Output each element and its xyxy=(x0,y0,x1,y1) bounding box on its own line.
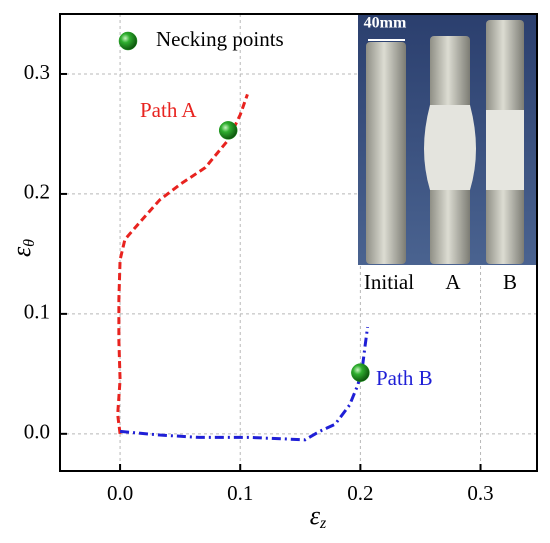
x-label-symbol: ε xyxy=(310,501,321,530)
necking-point xyxy=(351,363,370,382)
y-tick-label: 0.0 xyxy=(24,420,50,444)
specimen xyxy=(366,42,406,264)
necking-point xyxy=(218,121,238,140)
x-axis-label: εz xyxy=(310,501,327,532)
scale-label: 40mm xyxy=(364,15,407,32)
inset-label: B xyxy=(503,270,517,294)
y-axis-label: εθ xyxy=(7,239,38,257)
y-tick-label: 0.1 xyxy=(24,300,50,324)
series-label: Path A xyxy=(140,98,197,122)
necked-region xyxy=(424,105,476,190)
inset-label: Initial xyxy=(364,270,414,294)
inset-photo: 40mm Initial A B xyxy=(358,15,536,294)
legend-marker xyxy=(118,31,138,51)
x-label-subscript: z xyxy=(319,515,327,532)
y-tick-label: 0.2 xyxy=(24,180,50,204)
x-tick-label: 0.0 xyxy=(107,481,133,505)
plot-marks xyxy=(116,93,370,442)
x-tick-label: 0.1 xyxy=(227,481,253,505)
x-tick-label: 0.3 xyxy=(467,481,493,505)
series-label: Path B xyxy=(376,366,433,390)
plot-frame xyxy=(59,13,538,472)
legend-label: Necking points xyxy=(156,27,284,51)
speckle-region xyxy=(486,110,524,190)
series-line xyxy=(119,326,370,442)
y-label-subscript: θ xyxy=(21,239,38,247)
y-tick-label: 0.3 xyxy=(24,60,50,84)
series-line xyxy=(116,93,249,435)
x-tick-label: 0.2 xyxy=(347,481,373,505)
y-label-symbol: ε xyxy=(7,246,36,257)
inset-label: A xyxy=(445,270,461,294)
